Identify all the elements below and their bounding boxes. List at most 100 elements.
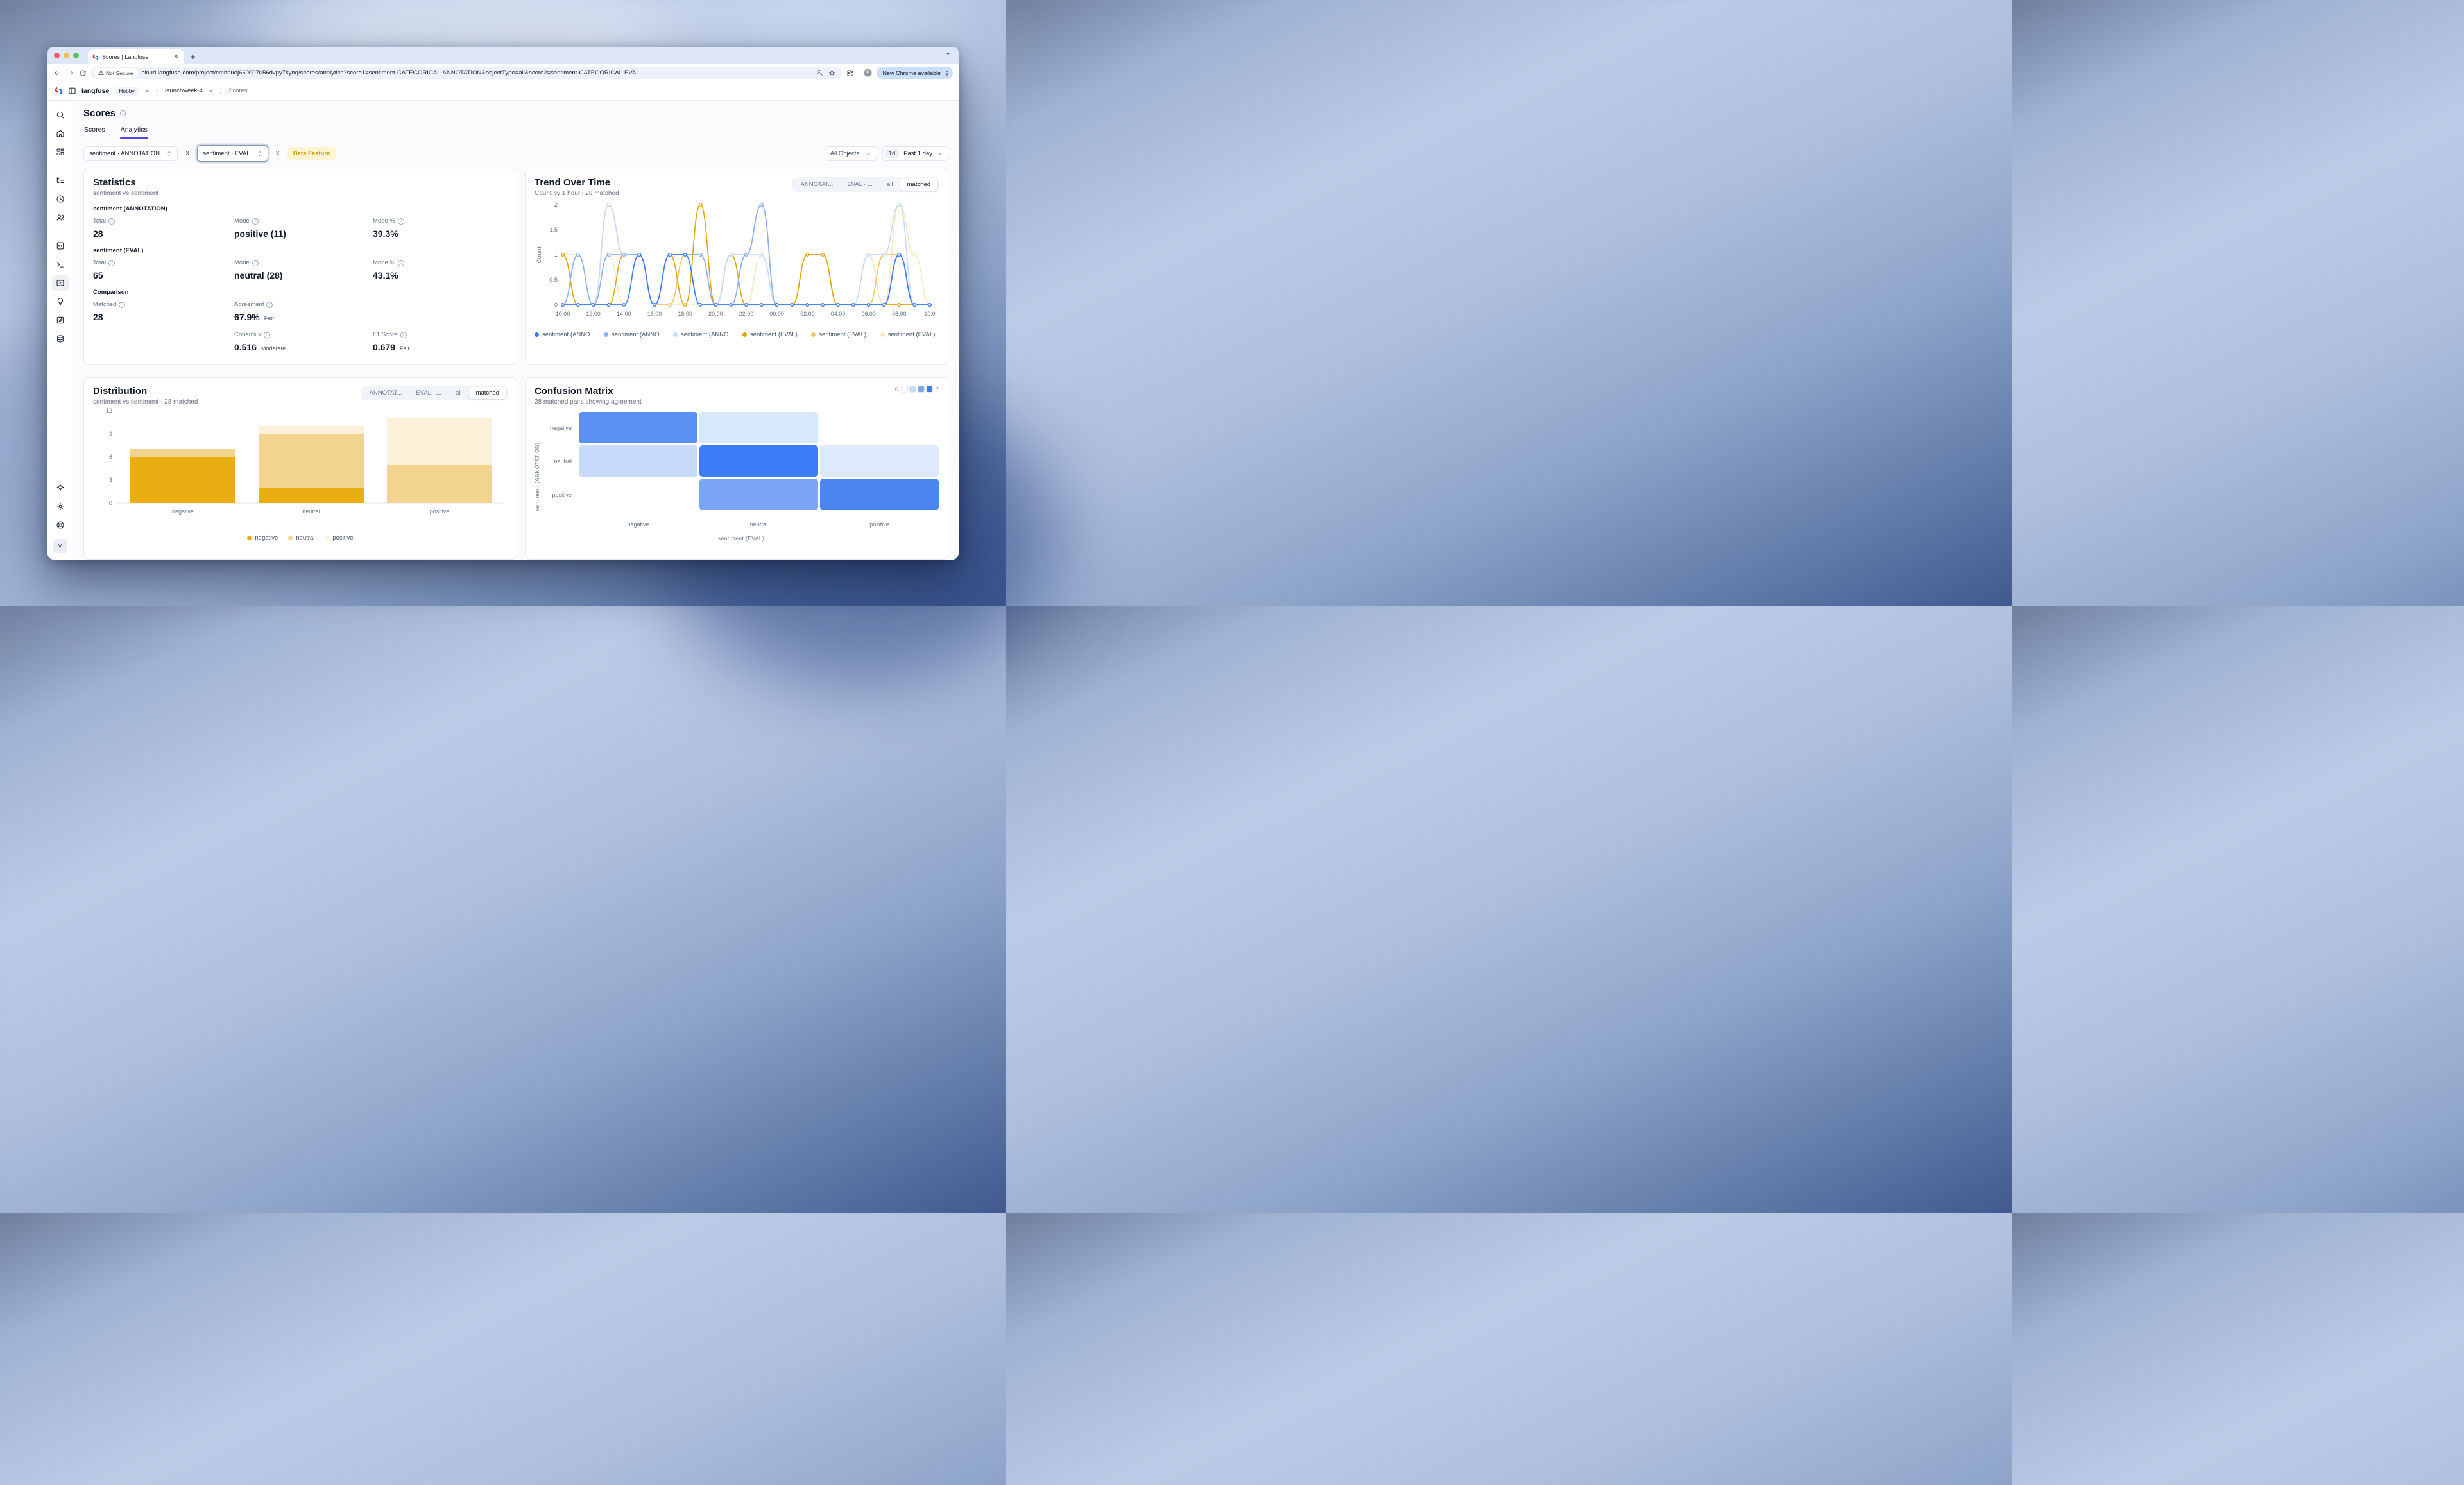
new-tab-button[interactable]: + (191, 52, 196, 62)
info-icon[interactable] (119, 110, 126, 117)
help-icon[interactable]: ? (400, 331, 407, 338)
matrix-cell-negative-negative[interactable] (579, 412, 697, 443)
remove-score2-button[interactable]: X (275, 150, 280, 157)
sessions-clock-icon[interactable] (52, 191, 69, 207)
tab-search-icon[interactable] (945, 48, 951, 60)
help-icon[interactable]: ? (252, 218, 259, 225)
toggle-annotation[interactable]: ANNOTAT... (369, 390, 402, 397)
close-window-button[interactable] (54, 53, 60, 58)
toggle-eval[interactable]: EVAL · ... (416, 390, 442, 397)
address-bar[interactable]: Not Secure cloud.langfuse.com/project/cm… (91, 67, 843, 79)
toggle-matched[interactable]: matched (468, 387, 506, 399)
data-point (576, 302, 580, 307)
legend-item[interactable]: sentiment (ANNO... (673, 331, 732, 338)
profile-avatar[interactable] (864, 69, 873, 77)
annotation-icon[interactable] (52, 312, 69, 329)
toggle-all[interactable]: all (456, 390, 462, 397)
prompts-icon[interactable] (52, 237, 69, 254)
legend-item[interactable]: sentiment (EVAL)... (811, 331, 870, 338)
legend-item[interactable]: negative (247, 535, 278, 542)
data-point (744, 302, 749, 307)
users-icon[interactable] (52, 209, 69, 226)
sidebar-toggle-icon[interactable] (68, 87, 76, 95)
tracing-icon[interactable] (52, 172, 69, 189)
legend-item[interactable]: neutral (288, 535, 314, 542)
back-button[interactable] (53, 69, 62, 77)
help-icon[interactable]: ? (263, 331, 270, 338)
matrix-cell-neutral-positive[interactable] (820, 445, 939, 477)
help-icon[interactable]: ? (266, 301, 273, 308)
dashboards-icon[interactable] (52, 144, 69, 160)
bar-segment-neutral (387, 465, 492, 503)
bookmark-star-icon[interactable] (828, 69, 835, 76)
plan-badge: Hobby (114, 86, 139, 96)
project-switcher-chevron-icon[interactable] (208, 88, 214, 94)
browser-tab[interactable]: Scores | Langfuse ✕ (88, 49, 184, 64)
matrix-cell-positive-neutral[interactable] (699, 479, 818, 510)
object-type-select[interactable]: All Objects (824, 146, 878, 161)
evaluation-lightbulb-icon[interactable] (52, 293, 69, 310)
help-icon[interactable]: ? (397, 218, 404, 225)
app-header: langfuse Hobby / launchweek-4 / Scores (47, 82, 959, 101)
org-name[interactable]: langfuse (81, 87, 110, 95)
legend-item[interactable]: sentiment (EVAL)... (880, 331, 939, 338)
matrix-cell-positive-positive[interactable] (820, 479, 939, 510)
matrix-cell-negative-neutral[interactable] (699, 412, 818, 443)
legend-item[interactable]: positive (325, 535, 354, 542)
user-avatar[interactable]: M (53, 539, 67, 553)
matrix-cell-positive-negative[interactable] (579, 479, 697, 510)
toggle-matched[interactable]: matched (900, 178, 937, 191)
project-name[interactable]: launchweek-4 (165, 87, 203, 94)
close-tab-icon[interactable]: ✕ (173, 53, 178, 60)
matrix-cell-negative-positive[interactable] (820, 412, 939, 443)
score1-select[interactable]: sentiment · ANNOTATION (83, 146, 178, 161)
tab-analytics[interactable]: Analytics (119, 122, 148, 139)
toggle-annotation[interactable]: ANNOTAT... (800, 181, 834, 188)
zoom-icon[interactable] (816, 69, 823, 76)
minimize-window-button[interactable] (64, 53, 69, 58)
data-point (729, 252, 733, 257)
maximize-window-button[interactable] (73, 53, 79, 58)
extensions-icon[interactable] (846, 69, 854, 77)
score1-value: sentiment · ANNOTATION (89, 150, 160, 157)
browser-window: Scores | Langfuse ✕ + Not Secure cloud.l… (47, 47, 959, 560)
whats-new-sparkle-icon[interactable] (52, 479, 69, 496)
help-icon[interactable]: ? (108, 218, 116, 225)
support-lifebuoy-icon[interactable] (52, 517, 69, 533)
toggle-all[interactable]: all (887, 181, 893, 188)
section-label: sentiment (ANNOTATION) (93, 205, 167, 212)
help-icon[interactable]: ? (252, 259, 259, 266)
tab-scores[interactable]: Scores (84, 126, 105, 133)
home-icon[interactable] (52, 125, 69, 142)
matrix-cell-neutral-neutral[interactable] (699, 445, 818, 477)
matrix-y-axis-label: sentiment (ANNOTATION) (535, 442, 540, 511)
toggle-eval[interactable]: EVAL · ... (847, 181, 873, 188)
help-icon[interactable]: ? (397, 259, 404, 266)
datasets-database-icon[interactable] (52, 330, 69, 347)
data-point (729, 302, 733, 307)
date-range-select[interactable]: 1d Past 1 day (882, 146, 948, 161)
confusion-subtitle: 28 matched pairs showing agreement (535, 399, 642, 406)
legend-item[interactable]: sentiment (ANNO... (535, 331, 594, 338)
score2-select[interactable]: sentiment · EVAL (197, 145, 268, 162)
window-controls[interactable] (54, 53, 79, 58)
settings-gear-icon[interactable] (52, 498, 69, 515)
comparison-label: Comparison (93, 289, 129, 296)
legend-item[interactable]: sentiment (ANNO... (604, 331, 663, 338)
playground-terminal-icon[interactable] (52, 256, 69, 273)
legend-item[interactable]: sentiment (EVAL)... (742, 331, 801, 338)
matrix-cell-neutral-negative[interactable] (579, 445, 697, 477)
kebab-menu-icon[interactable] (944, 70, 950, 76)
help-icon[interactable]: ? (119, 301, 126, 308)
svg-text:00:00: 00:00 (769, 311, 784, 317)
not-secure-chip[interactable]: Not Secure (94, 68, 138, 78)
help-icon[interactable]: ? (108, 259, 116, 266)
chrome-update-pill[interactable]: New Chrome available (877, 67, 953, 79)
scores-icon[interactable] (51, 275, 69, 291)
remove-score1-button[interactable]: X (185, 150, 190, 157)
search-icon[interactable] (52, 107, 69, 123)
stat-agreement: Agreement? 67.9% Fair (234, 301, 275, 322)
reload-button[interactable] (79, 69, 87, 77)
org-switcher-chevron-icon[interactable] (144, 88, 150, 94)
forward-button[interactable] (66, 69, 74, 77)
